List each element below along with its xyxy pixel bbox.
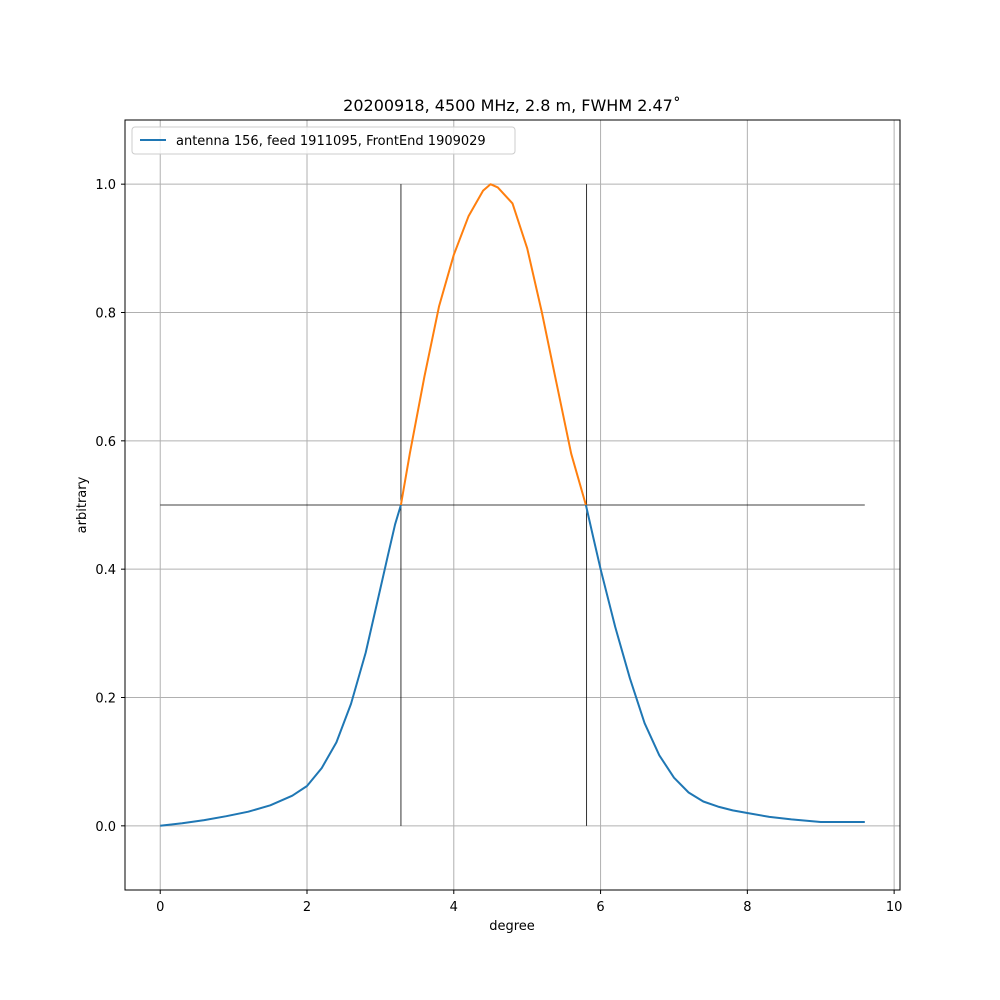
series-line-2 — [399, 183, 587, 506]
series-line-1 — [160, 504, 402, 827]
series-lines — [160, 183, 865, 827]
x-tick-label: 4 — [450, 900, 458, 915]
reference-lines — [160, 184, 865, 826]
x-tick-label: 2 — [303, 900, 311, 915]
y-axis-label: arbitrary — [75, 476, 90, 533]
y-tick-label: 0.4 — [95, 563, 116, 578]
y-tick-label: 0.0 — [95, 820, 116, 835]
axis-ticks: 0 2 4 6 8 10 0.0 0.2 0.4 0.6 0.8 1.0 — [95, 178, 902, 915]
series-line-3 — [584, 504, 865, 823]
chart-title: 20200918, 4500 MHz, 2.8 m, FWHM 2.47˚ — [343, 96, 681, 115]
legend: antenna 156, feed 1911095, FrontEnd 1909… — [131, 126, 516, 155]
x-tick-label: 6 — [596, 900, 604, 915]
x-tick-label: 0 — [156, 900, 164, 915]
legend-entry-label: antenna 156, feed 1911095, FrontEnd 1909… — [176, 134, 486, 149]
y-tick-label: 1.0 — [95, 178, 116, 193]
legend-box — [131, 126, 516, 155]
y-tick-label: 0.2 — [95, 692, 116, 707]
plot-area-frame — [124, 119, 901, 891]
x-tick-label: 8 — [743, 900, 751, 915]
x-axis-label: degree — [489, 919, 535, 934]
x-tick-label: 10 — [886, 900, 903, 915]
y-tick-label: 0.8 — [95, 307, 116, 322]
y-tick-label: 0.6 — [95, 435, 116, 450]
